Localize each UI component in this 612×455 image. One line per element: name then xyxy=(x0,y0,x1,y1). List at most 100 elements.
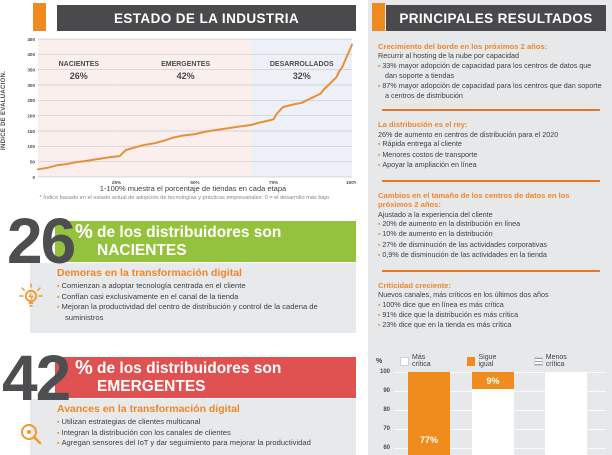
results-section-title: Crecimiento del borde en los próximos 2 … xyxy=(378,42,548,51)
bullet-marker: ▪ xyxy=(378,301,381,309)
svg-text:300: 300 xyxy=(27,83,35,88)
legend-swatch xyxy=(400,356,409,366)
y-tick-label: 90 xyxy=(383,388,390,394)
results-section: Cambios en el tamaño de los centros de d… xyxy=(378,191,604,261)
right-header-accent-bar xyxy=(372,3,385,31)
emergentes-banner-line1: de los distribuidores son xyxy=(97,360,282,377)
results-sections: Crecimiento del borde en los próximos 2 … xyxy=(378,42,604,331)
svg-text:50: 50 xyxy=(30,159,36,164)
bullet-marker: ▪ xyxy=(378,162,381,170)
bullet-marker: ▪ xyxy=(378,241,381,249)
emergentes-banner-line2: EMERGENTES xyxy=(97,377,206,395)
y-tick-label: 80 xyxy=(383,407,390,413)
svg-text:400: 400 xyxy=(27,52,35,57)
section-divider xyxy=(382,109,600,112)
bullet-marker: ▪ xyxy=(378,82,381,90)
bullet-item: ▪ Mejoran la productividad del centro de … xyxy=(57,302,318,322)
results-section-intro: 26% de aumento en centros de distribució… xyxy=(378,129,559,139)
svg-text:NACIENTES: NACIENTES xyxy=(59,61,100,68)
legend-swatch xyxy=(533,356,543,366)
svg-text:26%: 26% xyxy=(70,71,88,81)
bullet-item: ▪ 0,9% de disminución de las actividades … xyxy=(378,250,547,260)
bar-value-label: 9% xyxy=(486,376,500,386)
nacientes-body: Demoras en la transformación digital ▪ Co… xyxy=(19,263,356,333)
nacientes-number: 26 xyxy=(7,205,76,277)
bullet-marker: ▪ xyxy=(57,293,60,301)
y-tick-label: 60 xyxy=(383,445,390,451)
legend-label: Más crítica xyxy=(412,354,431,368)
bullet-item: ▪ Utilizan estrategias de clientes multic… xyxy=(57,417,201,426)
nacientes-banner-line1: de los distribuidores son xyxy=(97,224,282,241)
results-section: La distribución es el rey: 26% de aumento… xyxy=(378,120,604,170)
bar-segment xyxy=(472,372,514,390)
bullet-item: ▪ 20% de aumento en la distribución en lí… xyxy=(378,218,521,228)
bullet-item: ▪ 23% dice que en la tienda es más crític… xyxy=(378,320,512,330)
nacientes-bullets: ▪ Comienzan a adoptar tecnología centrada… xyxy=(57,281,350,323)
bullet-marker: ▪ xyxy=(378,151,381,159)
bullet-item: ▪ 10% de aumento en la distribución xyxy=(378,229,493,239)
bullet-item: ▪ 33% mayor adopción de capacidad para lo… xyxy=(378,60,592,81)
maturity-line-chart: 0 50 100 150 200 250 300 350 400 450 25% 50% 75% 100%… xyxy=(27,37,356,184)
bullet-marker: ▪ xyxy=(378,322,381,330)
y-tick-label: 100 xyxy=(379,369,390,375)
emergentes-percent-sign: % xyxy=(75,357,93,379)
svg-text:100%: 100% xyxy=(346,180,356,184)
right-column: PRINCIPALES RESULTADOS Crecimiento del b… xyxy=(368,0,612,455)
bar-segment xyxy=(408,372,450,455)
svg-text:50%: 50% xyxy=(190,180,199,184)
y-tick-label: 70 xyxy=(383,426,390,432)
bullet-marker: ▪ xyxy=(57,440,60,448)
legend-label: Sigue igual xyxy=(478,354,497,368)
legend-item: Más crítica xyxy=(400,354,444,368)
bullet-item: ▪ 100% dice que en línea es más crítica xyxy=(378,299,504,309)
section-divider xyxy=(382,269,600,272)
emergentes-banner: de los distribuidores son EMERGENTES xyxy=(55,357,356,398)
bullet-item: ▪ Rápida entrega al cliente xyxy=(378,139,462,149)
bar-chart-y-axis-label: % xyxy=(376,357,383,365)
legend-item: Menos crítica xyxy=(533,354,586,368)
nacientes-banner-line2: NACIENTES xyxy=(97,241,187,259)
svg-text:DESARROLLADOS: DESARROLLADOS xyxy=(270,61,334,68)
lightbulb-icon xyxy=(18,281,44,316)
legend-label: Menos crítica xyxy=(545,354,567,368)
svg-text:42%: 42% xyxy=(177,71,195,81)
bullet-marker: ▪ xyxy=(57,429,60,437)
bullet-marker: ▪ xyxy=(57,304,60,312)
bar-segment xyxy=(545,372,587,455)
bullet-marker: ▪ xyxy=(378,311,381,319)
bar-value-label: 77% xyxy=(419,435,438,445)
svg-text:100: 100 xyxy=(27,144,35,149)
right-header-title: PRINCIPALES RESULTADOS xyxy=(386,5,606,31)
bullet-item: ▪ Comienzan a adoptar tecnología centrada… xyxy=(57,281,246,290)
results-section-intro: Ajustado a la experiencia del cliente xyxy=(378,209,493,219)
bullet-marker: ▪ xyxy=(378,141,381,149)
line-chart-caption: 1-100% muestra el porcentaje de tiendas … xyxy=(99,184,287,193)
bullet-item: ▪ Apoyar la ampliación en línea xyxy=(378,160,477,170)
left-header-title: ESTADO DE LA INDUSTRIA xyxy=(57,5,356,31)
emergentes-subheading: Avances en la transformación digital xyxy=(57,403,240,415)
svg-text:25%: 25% xyxy=(112,180,121,184)
svg-text:75%: 75% xyxy=(269,180,278,184)
results-section: Criticidad creciente: Nuevos canales, más… xyxy=(378,281,604,331)
emergentes-number: 42 xyxy=(2,342,71,414)
svg-text:250: 250 xyxy=(27,98,35,103)
svg-text:EMERGENTES: EMERGENTES xyxy=(161,61,210,68)
nacientes-banner: de los distribuidores son NACIENTES xyxy=(55,221,356,262)
legend-item: Sigue igual xyxy=(466,354,512,368)
bullet-marker: ▪ xyxy=(57,419,60,426)
legend-swatch xyxy=(466,356,476,366)
svg-text:350: 350 xyxy=(27,67,35,72)
svg-text:450: 450 xyxy=(27,37,35,42)
nacientes-subheading: Demoras en la transformación digital xyxy=(57,267,242,279)
emergentes-body: Avances en la transformación digital ▪ Ut… xyxy=(21,399,356,455)
bullet-marker: ▪ xyxy=(378,231,381,239)
bullet-marker: ▪ xyxy=(57,283,60,290)
bullet-item: ▪ 91% dice que la distribución es más crí… xyxy=(378,309,519,319)
results-section-intro: Nuevos canales, más críticos en los últi… xyxy=(378,290,549,300)
bullet-item: ▪ Agregan sensores del IoT y dar seguimie… xyxy=(57,438,311,448)
left-column: ESTADO DE LA INDUSTRIA ÍNDICE DE EVALUAC… xyxy=(1,3,356,455)
results-section-title: Cambios en el tamaño de los centros de d… xyxy=(378,190,570,210)
line-chart-y-axis-label: ÍNDICE DE EVALUACIÓN. xyxy=(1,70,7,150)
bar-chart-legend: % Más crítica Sigue igual Menos crítica xyxy=(376,354,608,368)
